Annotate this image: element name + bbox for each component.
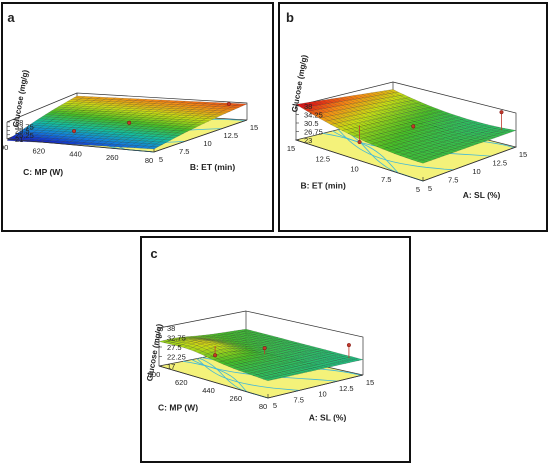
y-tick-label: 5 [428, 184, 432, 193]
y-tick-label: 10 [472, 167, 480, 176]
x-tick-label: 80 [259, 402, 267, 411]
z-tick-label: 34.25 [304, 111, 323, 120]
x-tick-label: 10 [350, 165, 358, 174]
y-axis-label: A: SL (%) [309, 413, 347, 423]
y-tick-label: 7.5 [448, 176, 458, 185]
z-tick-label: 21 [15, 135, 23, 144]
design-point-marker [499, 110, 504, 115]
surface-cell [262, 377, 273, 381]
y-tick-label: 5 [273, 401, 277, 410]
x-tick-label: 260 [106, 153, 119, 162]
z-tick-label: 25.25 [15, 131, 34, 140]
x-tick-label: 800 [148, 370, 161, 379]
y-tick-label: 7.5 [179, 147, 189, 156]
design-point-marker [127, 120, 132, 125]
y-tick-label: 5 [159, 155, 163, 164]
z-tick-label: 38 [15, 118, 23, 127]
z-tick-label: 33.75 [15, 122, 34, 131]
x-tick-label: 260 [229, 394, 242, 403]
y-axis-label: A: SL (%) [463, 190, 501, 200]
panel-b: 23 26.75 30.5 34.25 38 Glucose (mg/g) 15 12.5 10… [278, 2, 548, 232]
z-tick-label: 38 [167, 324, 175, 333]
z-tick-label: 27.5 [167, 343, 182, 352]
x-tick-label: 620 [175, 378, 188, 387]
z-axis-label: Glucose (mg/g) [11, 69, 30, 128]
x-tick-label: 800 [3, 143, 8, 152]
z-tick-label: 17 [167, 362, 175, 371]
front-edge-left [158, 365, 269, 399]
x-tick-label: 15 [287, 144, 295, 153]
design-point-marker [346, 343, 351, 348]
x-axis-label: C: MP (W) [23, 167, 63, 177]
design-point-marker [226, 101, 231, 106]
y-tick-label: 10 [318, 390, 326, 399]
z-tick-label: 29.5 [15, 127, 30, 136]
x-tick-label: 620 [32, 146, 45, 155]
panel-letter: c [150, 246, 157, 261]
y-tick-label: 12.5 [492, 159, 507, 168]
front-edge-right [153, 119, 248, 153]
y-tick-label: 12.5 [339, 384, 354, 393]
design-point-marker [213, 353, 218, 358]
surface-cell [416, 159, 428, 164]
x-axis-label: B: ET (min) [300, 180, 345, 190]
x-tick-label: 440 [202, 386, 215, 395]
z-tick-label: 32.75 [167, 334, 186, 343]
contour-line [337, 129, 454, 171]
y-tick-label: 12.5 [223, 131, 238, 140]
x-tick-label: 7.5 [381, 175, 391, 184]
x-tick-label: 80 [145, 156, 153, 165]
z-tick-label: 26.75 [304, 128, 323, 137]
y-tick-label: 7.5 [294, 395, 304, 404]
x-axis-label: C: MP (W) [158, 402, 198, 412]
panel-letter: b [286, 10, 294, 25]
surface-cell [146, 146, 159, 150]
z-tick-label: 23 [304, 136, 312, 145]
front-edge-left [6, 138, 155, 153]
design-point-marker [262, 346, 267, 351]
y-tick-label: 15 [366, 378, 374, 387]
z-tick-label: 30.5 [304, 119, 319, 128]
y-tick-label: 15 [250, 123, 258, 132]
contour-line [196, 358, 300, 391]
y-axis-label: B: ET (min) [190, 162, 235, 172]
y-tick-label: 15 [519, 150, 527, 159]
design-point-marker [72, 129, 77, 134]
back-wall-top [6, 92, 78, 123]
x-tick-label: 440 [69, 150, 82, 159]
design-point-marker [357, 140, 362, 145]
x-tick-label: 5 [416, 185, 420, 194]
front-edge-left [295, 139, 424, 182]
back-wall-top [158, 310, 247, 329]
x-tick-label: 12.5 [315, 154, 330, 163]
z-tick-label: 38 [304, 102, 312, 111]
y-tick-label: 10 [203, 139, 211, 148]
panel-letter: a [7, 10, 15, 25]
front-edge-right [267, 374, 364, 399]
front-edge-right [422, 146, 517, 182]
panel-c: 17 22.25 27.5 32.75 38 Glucose (mg/g) 800 620 44… [140, 236, 411, 463]
design-point-marker [411, 124, 416, 129]
z-tick-label: 22.25 [167, 353, 186, 362]
